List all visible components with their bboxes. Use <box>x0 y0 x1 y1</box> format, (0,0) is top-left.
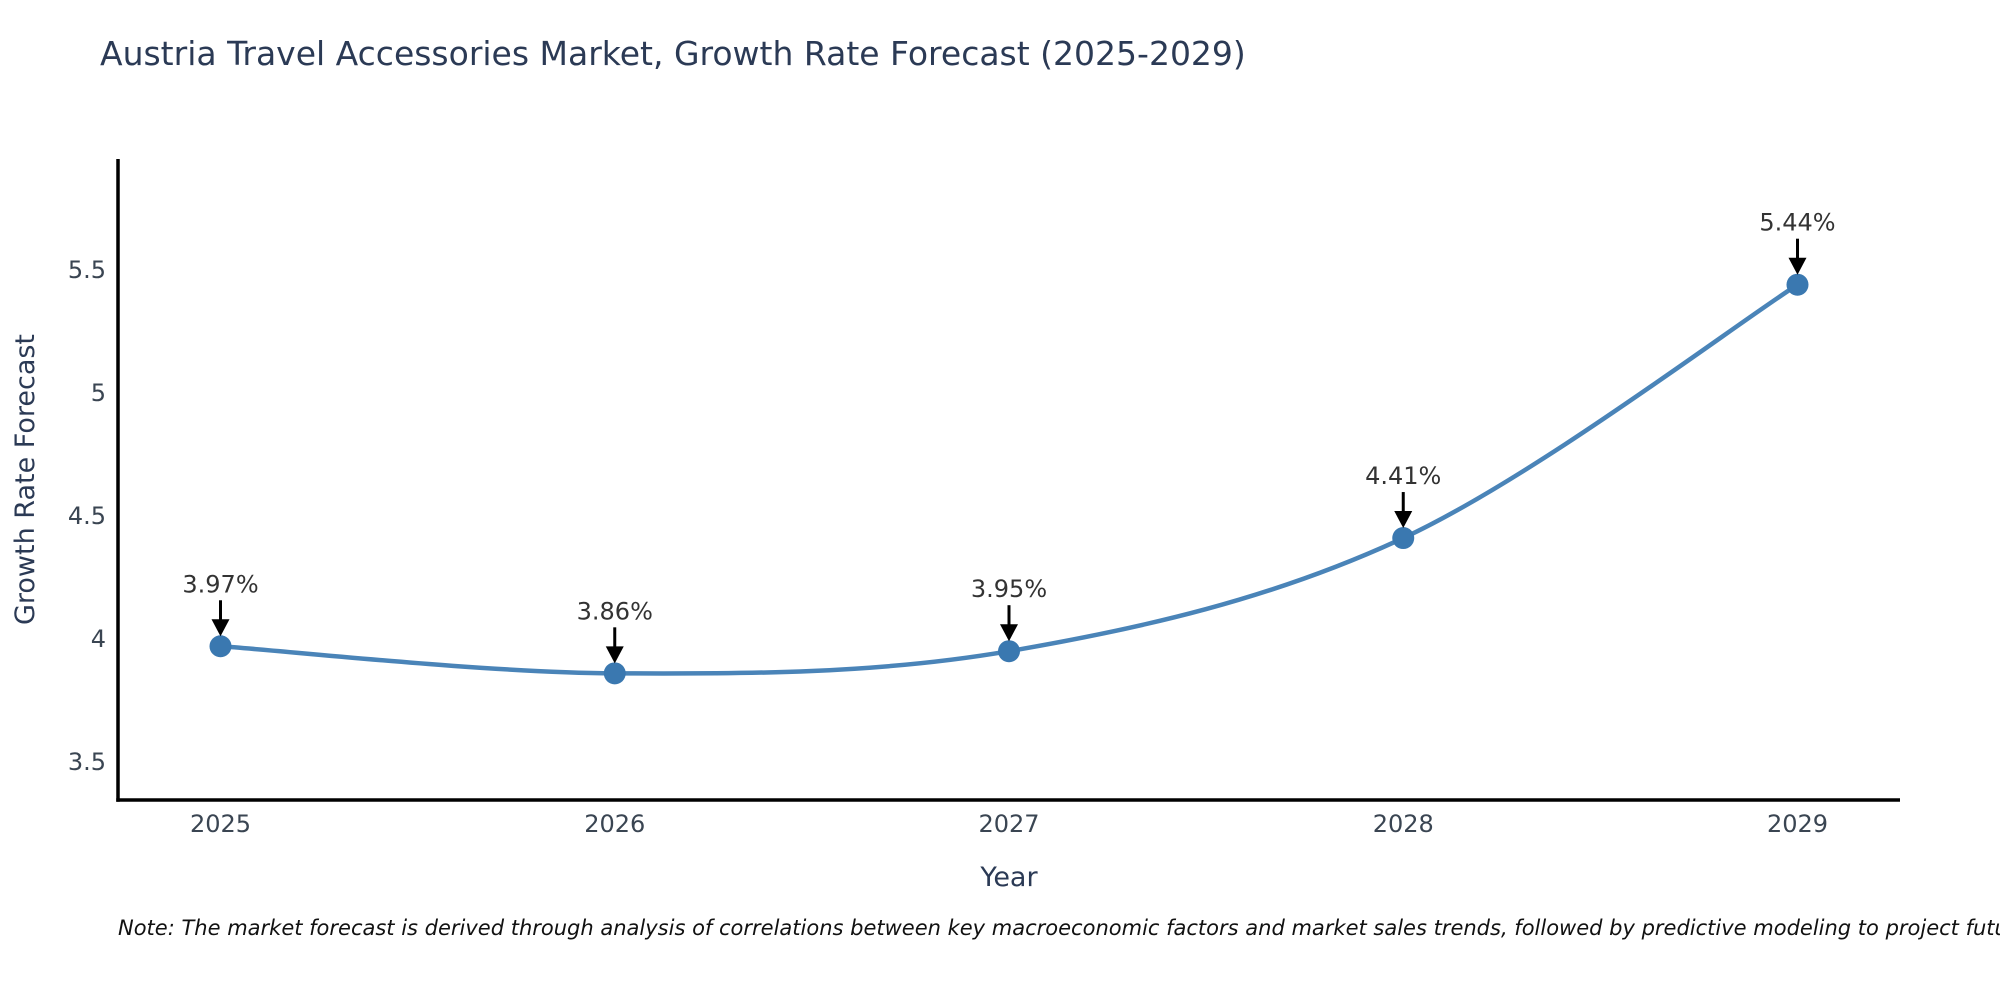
annotation-arrow-head-2026 <box>605 646 624 664</box>
data-point-2025 <box>209 635 232 658</box>
chart-title: Austria Travel Accessories Market, Growt… <box>100 34 1246 73</box>
x-tick-label-2025: 2025 <box>190 810 251 838</box>
y-tick-label-4: 4 <box>91 625 106 653</box>
y-tick-label-5: 5 <box>91 379 106 407</box>
data-point-2029 <box>1786 273 1809 296</box>
point-annotation-2027: 3.95% <box>971 575 1047 603</box>
x-tick-label-2026: 2026 <box>584 810 645 838</box>
data-point-2028 <box>1392 527 1415 550</box>
point-annotation-2025: 3.97% <box>182 570 258 598</box>
annotation-arrow-head-2028 <box>1394 511 1413 529</box>
annotation-arrow-head-2027 <box>1000 624 1018 642</box>
data-point-2027 <box>998 640 1020 663</box>
y-tick-label-4.5: 4.5 <box>68 502 106 530</box>
annotation-arrow-head-2025 <box>211 619 230 637</box>
x-axis-title: Year <box>979 862 1038 893</box>
annotation-arrow-head-2029 <box>1788 257 1807 275</box>
x-tick-label-2029: 2029 <box>1767 810 1828 838</box>
y-tick-label-5.5: 5.5 <box>68 256 106 284</box>
x-tick-label-2027: 2027 <box>978 810 1039 838</box>
point-annotation-2029: 5.44% <box>1759 209 1835 237</box>
y-axis-title: Growth Rate Forecast <box>10 334 41 625</box>
point-annotation-2028: 4.41% <box>1365 462 1441 490</box>
data-point-2026 <box>603 662 626 685</box>
chart-footnote: Note: The market forecast is derived thr… <box>118 916 2000 940</box>
x-tick-label-2028: 2028 <box>1373 810 1434 838</box>
y-tick-label-3.5: 3.5 <box>68 748 106 776</box>
point-annotation-2026: 3.86% <box>577 597 653 625</box>
